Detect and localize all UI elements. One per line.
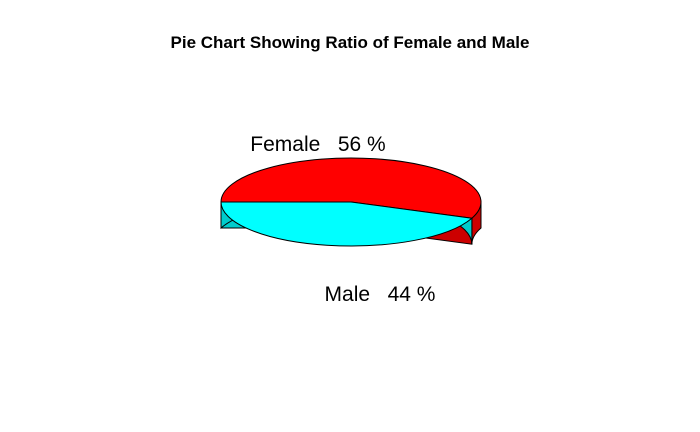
slice-female <box>220 157 482 219</box>
slice-male <box>220 201 474 247</box>
slice-labels: Female 56 % Male 44 % <box>250 133 435 306</box>
slice-label-male: Male 44 % <box>325 283 436 306</box>
pie-3d <box>220 157 482 247</box>
chart-title: Pie Chart Showing Ratio of Female and Ma… <box>171 33 530 52</box>
slice-label-female: Female 56 % <box>250 133 385 156</box>
